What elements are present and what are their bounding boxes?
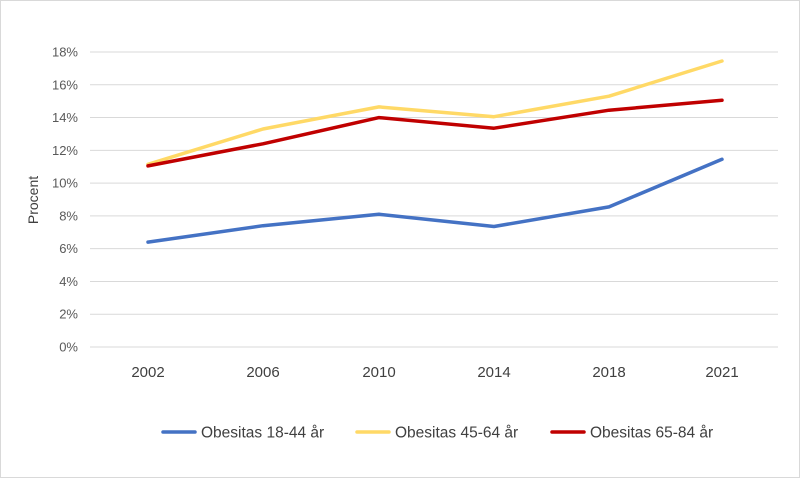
gridlines <box>90 51 778 348</box>
legend-label: Obesitas 65-84 år <box>590 425 713 442</box>
y-tick-label: 10% <box>52 176 78 191</box>
x-tick-label: 2018 <box>592 364 625 381</box>
y-tick-label: 16% <box>52 77 78 92</box>
x-tick-label: 2002 <box>131 364 164 381</box>
series-line-3 <box>146 98 724 168</box>
x-tick-label: 2021 <box>705 364 738 381</box>
legend: Obesitas 18-44 år Obesitas 45-64 år Obesit… <box>161 425 713 442</box>
series-line-2 <box>146 59 724 167</box>
y-tick-label: 4% <box>59 274 78 289</box>
y-axis-label: Procent <box>25 176 41 224</box>
x-tick-labels: 2002 2006 2010 2014 2018 2021 <box>131 364 738 381</box>
series-line-1 <box>146 157 724 244</box>
y-tick-label: 2% <box>59 307 78 322</box>
series-lines <box>146 59 724 244</box>
y-tick-label: 6% <box>59 241 78 256</box>
y-tick-label: 8% <box>59 208 78 223</box>
y-tick-label: 12% <box>52 143 78 158</box>
y-tick-label: 14% <box>52 110 78 125</box>
legend-label: Obesitas 18-44 år <box>201 425 324 442</box>
legend-label: Obesitas 45-64 år <box>395 425 518 442</box>
y-tick-labels: 0% 2% 4% 6% 8% 10% 12% 14% 16% 18% <box>52 45 78 355</box>
y-tick-label: 18% <box>52 45 78 60</box>
x-tick-label: 2006 <box>246 364 279 381</box>
x-tick-label: 2014 <box>477 364 510 381</box>
y-tick-label: 0% <box>59 340 78 355</box>
x-tick-label: 2010 <box>362 364 395 381</box>
